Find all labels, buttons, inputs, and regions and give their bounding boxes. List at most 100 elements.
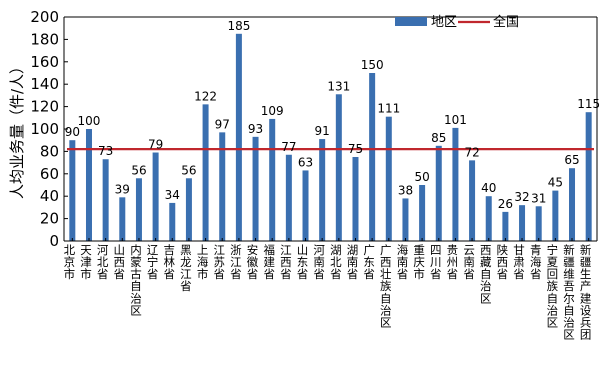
x-tick-label: 陕西省 <box>497 243 509 281</box>
data-label: 65 <box>564 153 579 167</box>
bar-西藏自治区 <box>485 196 492 241</box>
data-label: 32 <box>514 190 529 204</box>
bar-江苏省 <box>219 132 226 241</box>
data-label: 63 <box>298 155 313 169</box>
bar-新疆维吾尔自治区 <box>569 168 576 241</box>
data-label: 91 <box>315 124 330 138</box>
x-tick-label: 广东省 <box>363 243 375 281</box>
x-tick-label: 河南省 <box>313 243 325 281</box>
bar-四川省 <box>435 145 442 241</box>
x-tick-label: 湖南省 <box>347 243 359 281</box>
data-label: 115 <box>577 97 600 111</box>
x-tick-label: 福建省 <box>263 243 275 281</box>
x-tick-label: 天津市 <box>80 243 92 281</box>
x-tick-label: 重庆市 <box>413 243 425 281</box>
y-tick-label: 100 <box>30 120 59 138</box>
bar-云南省 <box>469 160 476 241</box>
bar-海南省 <box>402 198 409 241</box>
legend-swatch-region <box>395 17 427 26</box>
y-tick-label: 80 <box>40 142 59 160</box>
y-tick-label: 40 <box>40 187 59 205</box>
bar-广东省 <box>369 73 376 241</box>
x-tick-label: 浙江省 <box>230 243 242 281</box>
x-tick-label: 云南省 <box>463 243 475 281</box>
bar-河南省 <box>319 139 326 241</box>
bar-江西省 <box>285 154 292 241</box>
x-tick-label: 青海省 <box>530 243 542 281</box>
y-tick-label: 120 <box>30 98 59 116</box>
data-label: 72 <box>464 145 479 159</box>
y-tick-label: 60 <box>40 165 59 183</box>
y-tick-label: 0 <box>49 232 59 250</box>
x-tick-label: 湖北省 <box>330 243 342 281</box>
bar-山西省 <box>119 197 126 241</box>
data-label: 109 <box>261 104 284 118</box>
data-label: 90 <box>65 125 80 139</box>
bar-重庆市 <box>419 185 426 241</box>
bar-天津市 <box>85 129 92 241</box>
x-tick-label: 辽宁省 <box>147 243 159 281</box>
x-tick-label: 山西省 <box>114 243 126 281</box>
bar-湖南省 <box>352 157 359 241</box>
bar-新疆生产建设兵团 <box>585 112 592 241</box>
bar-甘肃省 <box>519 205 526 241</box>
data-label: 56 <box>131 163 146 177</box>
bar-吉林省 <box>169 202 176 241</box>
x-tick-label: 内蒙古自治区 <box>130 243 142 317</box>
y-tick-label: 200 <box>30 8 59 26</box>
x-tick-label: 河北省 <box>97 243 109 281</box>
data-label: 45 <box>548 176 563 190</box>
bar-上海市 <box>202 104 209 241</box>
data-label: 34 <box>165 188 180 202</box>
legend-label-national: 全国 <box>493 14 519 30</box>
data-label: 39 <box>115 182 130 196</box>
bar-安徽省 <box>252 136 259 241</box>
data-label: 31 <box>531 191 546 205</box>
y-tick-label: 20 <box>40 210 59 228</box>
bar-广西壮族自治区 <box>385 116 392 241</box>
data-label: 38 <box>398 183 413 197</box>
bar-湖北省 <box>335 94 342 241</box>
data-label: 26 <box>498 197 513 211</box>
data-label: 131 <box>327 79 350 93</box>
x-tick-label: 甘肃省 <box>513 243 525 281</box>
x-tick-label: 江苏省 <box>213 243 225 281</box>
data-label: 97 <box>215 117 230 131</box>
data-label: 75 <box>348 142 363 156</box>
x-tick-label: 黑龙江省 <box>180 243 192 293</box>
x-tick-label: 四川省 <box>430 243 442 281</box>
x-tick-label: 安徽省 <box>247 243 259 281</box>
x-tick-label: 北京市 <box>64 243 76 281</box>
bar-辽宁省 <box>152 152 159 241</box>
data-label: 93 <box>248 122 263 136</box>
bar-北京市 <box>69 140 76 241</box>
x-tick-label: 上海市 <box>197 243 209 281</box>
data-label: 122 <box>194 89 217 103</box>
data-label: 73 <box>98 144 113 158</box>
x-tick-label: 吉林省 <box>164 243 176 281</box>
x-tick-label: 新疆维吾尔自治区 <box>563 243 575 342</box>
x-tick-label: 山东省 <box>297 243 309 281</box>
y-tick-label: 180 <box>30 30 59 48</box>
y-tick-label: 160 <box>30 53 59 71</box>
x-tick-label: 海南省 <box>397 243 409 281</box>
bar-黑龙江省 <box>185 178 192 241</box>
data-label: 40 <box>481 181 496 195</box>
bar-内蒙古自治区 <box>135 178 142 241</box>
bar-宁夏回族自治区 <box>552 190 559 241</box>
bar-青海省 <box>535 206 542 241</box>
data-label: 77 <box>281 140 296 154</box>
bar-河北省 <box>102 159 109 241</box>
y-tick-label: 140 <box>30 75 59 93</box>
data-label: 85 <box>431 131 446 145</box>
x-tick-label: 江西省 <box>280 243 292 281</box>
x-tick-label: 西藏自治区 <box>480 243 492 305</box>
data-label: 101 <box>444 113 467 127</box>
bar-福建省 <box>269 118 276 241</box>
data-label: 185 <box>227 19 250 33</box>
bar-山东省 <box>302 170 309 241</box>
bar-陕西省 <box>502 211 509 241</box>
data-label: 50 <box>414 170 429 184</box>
